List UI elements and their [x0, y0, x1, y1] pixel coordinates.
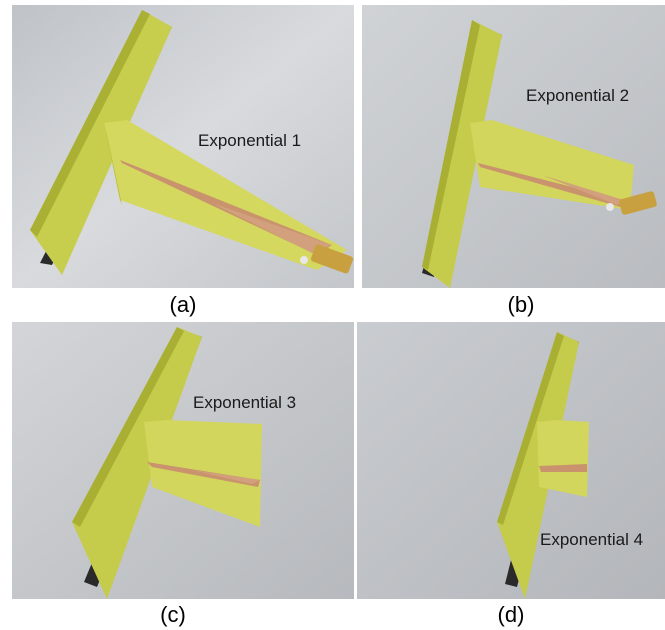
- antenna-photo-d: [357, 322, 665, 599]
- antenna-photo-b: [362, 5, 665, 288]
- photo-label: Exponential 3: [193, 393, 297, 412]
- photo-panel-a: Exponential 1: [12, 5, 354, 288]
- caption-b: (b): [507, 292, 535, 317]
- caption-c: (c): [160, 602, 186, 627]
- photo-panel-c: Exponential 3: [12, 322, 354, 599]
- antenna-photo-c: [12, 322, 354, 599]
- photo-label: Exponential 1: [198, 131, 302, 150]
- photo-label: Exponential 2: [526, 86, 630, 105]
- caption-d: (d): [497, 602, 525, 627]
- photo-label: Exponential 4: [540, 530, 644, 549]
- photo-panel-d: Exponential 4: [357, 322, 665, 599]
- caption-a: (a): [169, 292, 197, 317]
- antenna-photo-a: [12, 5, 354, 288]
- photo-panel-b: Exponential 2: [362, 5, 665, 288]
